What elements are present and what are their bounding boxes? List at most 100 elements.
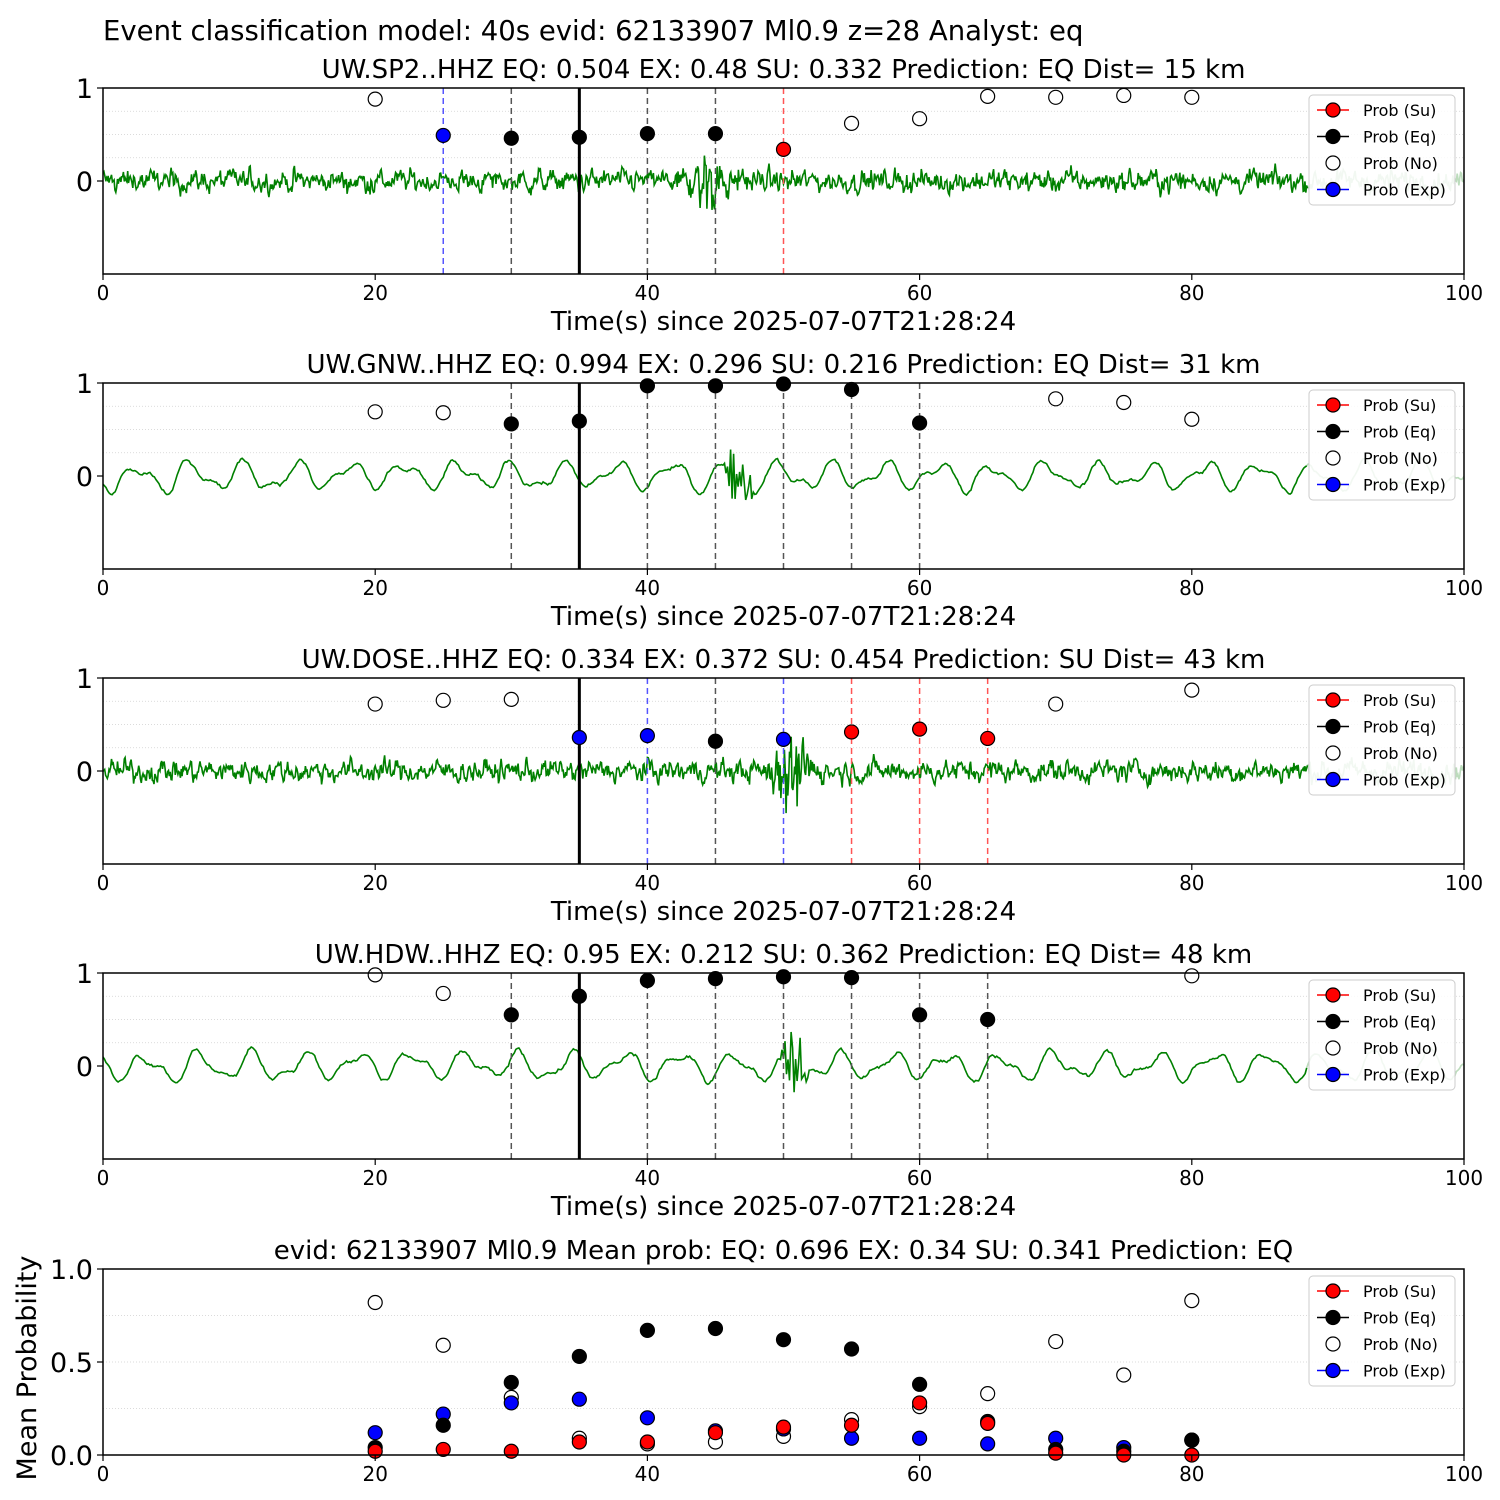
legend-frame: [1308, 979, 1456, 1091]
marker-probexp: [503, 1395, 519, 1411]
marker-probno: [1048, 696, 1064, 712]
marker-probno: [435, 405, 451, 421]
legend-marker: [1325, 102, 1341, 118]
marker-probeq: [503, 130, 519, 146]
marker-probno: [1048, 1333, 1064, 1350]
x-tick-label: 40: [635, 576, 660, 600]
marker-probeq: [707, 970, 724, 987]
marker-probno: [1048, 89, 1064, 105]
marker-probexp: [775, 731, 792, 747]
marker-probeq: [707, 125, 724, 142]
legend-label: Prob (Eq): [1363, 423, 1436, 442]
waveform-trace: [103, 1031, 1308, 1093]
marker-probno: [843, 115, 860, 131]
marker-probexp: [571, 1391, 587, 1407]
marker-probsu: [911, 1395, 928, 1411]
legend-frame: [1308, 389, 1456, 501]
x-axis-label: Time(s) since 2025-07-07T21:28:24: [550, 1192, 1016, 1222]
marker-probno: [367, 1294, 383, 1311]
x-tick-label: 20: [362, 1166, 387, 1190]
x-tick-label: 40: [635, 1462, 660, 1486]
marker-probsu: [980, 730, 996, 747]
marker-probno: [367, 404, 383, 420]
marker-probeq: [707, 733, 724, 749]
legend-marker: [1325, 450, 1341, 466]
marker-probno: [1184, 411, 1200, 427]
legend-marker: [1325, 1066, 1341, 1083]
marker-probeq: [571, 988, 587, 1004]
legend-marker: [1325, 155, 1341, 171]
x-tick-label: 80: [1179, 281, 1204, 305]
waveform-trace: [103, 736, 1309, 814]
legend-label: Prob (Exp): [1363, 1362, 1446, 1381]
legend-frame: [1308, 684, 1456, 796]
legend-frame: [1308, 94, 1456, 206]
x-tick-label: 60: [907, 281, 932, 305]
x-tick-label: 100: [1445, 576, 1483, 600]
legend-marker: [1325, 128, 1341, 145]
marker-probsu: [775, 1419, 792, 1435]
x-tick-label: 100: [1445, 1166, 1483, 1190]
marker-probno: [367, 967, 383, 983]
legend-label: Prob (No): [1363, 744, 1438, 763]
marker-probeq: [503, 1374, 519, 1391]
marker-probeq: [435, 1417, 451, 1433]
panel-title: UW.GNW..HHZ EQ: 0.994 EX: 0.296 SU: 0.21…: [307, 350, 1261, 380]
legend-label: Prob (Eq): [1363, 128, 1436, 147]
legend-label: Prob (No): [1363, 1039, 1438, 1058]
marker-probeq: [503, 416, 519, 432]
marker-probno: [367, 91, 383, 107]
legend-marker: [1325, 397, 1341, 413]
marker-probno: [1184, 968, 1200, 984]
panel-3: 0 20 40 60 80 100 0 1 Time(s) since 2025-07-07T2…: [76, 645, 1483, 927]
legend-label: Prob (Eq): [1363, 1309, 1436, 1328]
legend-marker: [1325, 476, 1341, 493]
legend-marker: [1325, 1283, 1341, 1299]
x-tick-label: 100: [1445, 871, 1483, 895]
x-tick-label: 20: [362, 576, 387, 600]
legend-label: Prob (Su): [1363, 1282, 1436, 1301]
x-axis-label: Time(s) since 2025-07-07T21:28:24: [550, 602, 1016, 632]
marker-probeq: [911, 1376, 928, 1392]
marker-probeq: [843, 1341, 860, 1357]
figure-suptitle: Event classification model: 40s evid: 62…: [103, 15, 1083, 47]
x-tick-label: 0: [97, 281, 110, 305]
legend-marker: [1325, 1362, 1341, 1379]
marker-probexp: [435, 127, 451, 144]
legend-marker: [1325, 1336, 1341, 1352]
legend-marker: [1325, 1013, 1341, 1030]
y-tick-label: 1: [76, 369, 93, 400]
legend-marker: [1325, 423, 1341, 440]
y-tick-label: 1.0: [50, 1255, 93, 1286]
y-tick-label: 0: [76, 167, 93, 198]
marker-probeq: [775, 376, 792, 392]
waveform-trace: [103, 449, 1308, 501]
panel-title: UW.DOSE..HHZ EQ: 0.334 EX: 0.372 SU: 0.4…: [302, 645, 1266, 675]
marker-probexp: [571, 729, 587, 746]
legend-marker: [1325, 745, 1341, 761]
legend-marker: [1325, 718, 1341, 735]
legend-label: Prob (No): [1363, 1335, 1438, 1354]
x-tick-label: 20: [362, 281, 387, 305]
marker-probsu: [571, 1434, 587, 1450]
marker-probno: [1116, 1367, 1132, 1383]
legend-marker: [1325, 1040, 1341, 1056]
marker-probsu: [503, 1443, 519, 1459]
marker-probno: [435, 692, 451, 708]
legend: Prob (Su) Prob (Eq) Prob (No) Prob (Exp): [1308, 94, 1456, 206]
legend-marker: [1325, 771, 1341, 788]
legend-marker: [1325, 987, 1341, 1003]
marker-probexp: [843, 1430, 860, 1446]
legend-label: Prob (Eq): [1363, 1013, 1436, 1032]
x-tick-label: 0: [97, 576, 110, 600]
legend-label: Prob (No): [1363, 449, 1438, 468]
marker-probno: [1184, 89, 1200, 105]
legend-label: Prob (Su): [1363, 101, 1436, 120]
waveform-trace: [103, 155, 1309, 210]
marker-probeq: [571, 129, 587, 145]
x-tick-label: 0: [97, 1166, 110, 1190]
panel-title: UW.HDW..HHZ EQ: 0.95 EX: 0.212 SU: 0.362…: [315, 940, 1252, 970]
legend-label: Prob (No): [1363, 154, 1438, 173]
marker-probeq: [639, 972, 656, 989]
